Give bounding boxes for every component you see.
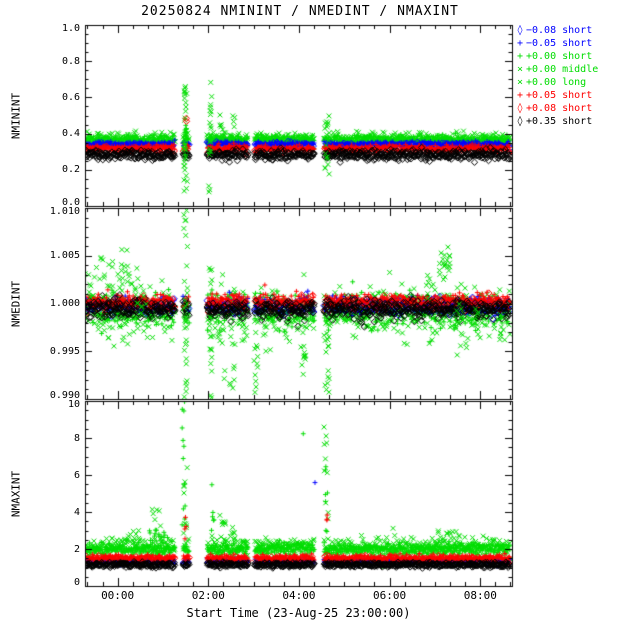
y-tick-label: 0.6 [61,91,80,103]
y-tick-label: 0.0 [61,197,80,208]
legend-entry-m005-short: + −0.05 short [514,37,598,50]
y-tick-label: 1.010 [49,206,80,217]
diamond-icon: ◊ [516,25,524,36]
legend: ◊ −0.08 short + −0.05 short + +0.00 short × +0.… [514,24,598,128]
y-tick-label: 0.4 [61,128,80,140]
legend-entry-p000-long: × +0.00 long [514,76,598,89]
x-tick-label: 08:00 [463,589,497,602]
legend-entry-p035-short: ◊ +0.35 short [514,115,598,128]
y-tick-label: 10 [67,399,80,410]
y-tick-label: 1.005 [49,250,80,262]
y-tick-label: 6 [73,469,80,481]
diamond-icon: ◊ [516,116,524,127]
legend-entry-p005-short: + +0.05 short [514,89,598,102]
cross-icon: × [516,77,524,88]
y-tick-label: 2 [73,543,80,555]
y-tick-label: 4 [73,506,80,518]
y-axis-title: NMININT [9,92,23,139]
plus-icon: + [516,51,524,62]
plus-icon: + [516,90,524,101]
legend-entry-m008-short: ◊ −0.08 short [514,24,598,37]
y-tick-label: 0.995 [49,345,80,357]
legend-entry-p000-middle: × +0.00 middle [514,63,598,76]
y-tick-label: 1.000 [49,298,80,309]
legend-label: +0.00 short [526,51,593,62]
legend-label: +0.00 middle [526,64,599,75]
legend-label: −0.08 short [526,25,593,36]
y-tick-label: 0.8 [61,55,80,67]
legend-label: +0.08 short [526,103,593,114]
y-axis-title: NMAXINT [9,470,23,517]
x-tick-label: 02:00 [191,589,225,602]
y-tick-label: 0 [73,577,80,588]
chart-title: 20250824 NMININT / NMEDINT / NMAXINT [141,4,459,19]
legend-label: +0.00 long [526,77,587,88]
legend-label: +0.05 short [526,90,593,101]
y-tick-label: 8 [73,432,80,444]
y-tick-label: 1.0 [61,23,80,34]
y-tick-label: 0.2 [61,164,80,176]
x-tick-label: 00:00 [101,589,135,602]
cross-icon: × [516,64,524,75]
x-axis-label: Start Time (23-Aug-25 23:00:00) [186,606,411,620]
y-axis-title: NMEDINT [9,280,23,327]
legend-label: +0.35 short [526,116,593,127]
legend-entry-p008-short: ◊ +0.08 short [514,102,598,115]
legend-label: −0.05 short [526,38,593,49]
y-tick-label: 0.990 [49,390,80,401]
x-tick-label: 04:00 [282,589,316,602]
plus-icon: + [516,38,524,49]
diamond-icon: ◊ [516,103,524,114]
legend-entry-p000-short: + +0.00 short [514,50,598,63]
x-tick-label: 06:00 [373,589,407,602]
